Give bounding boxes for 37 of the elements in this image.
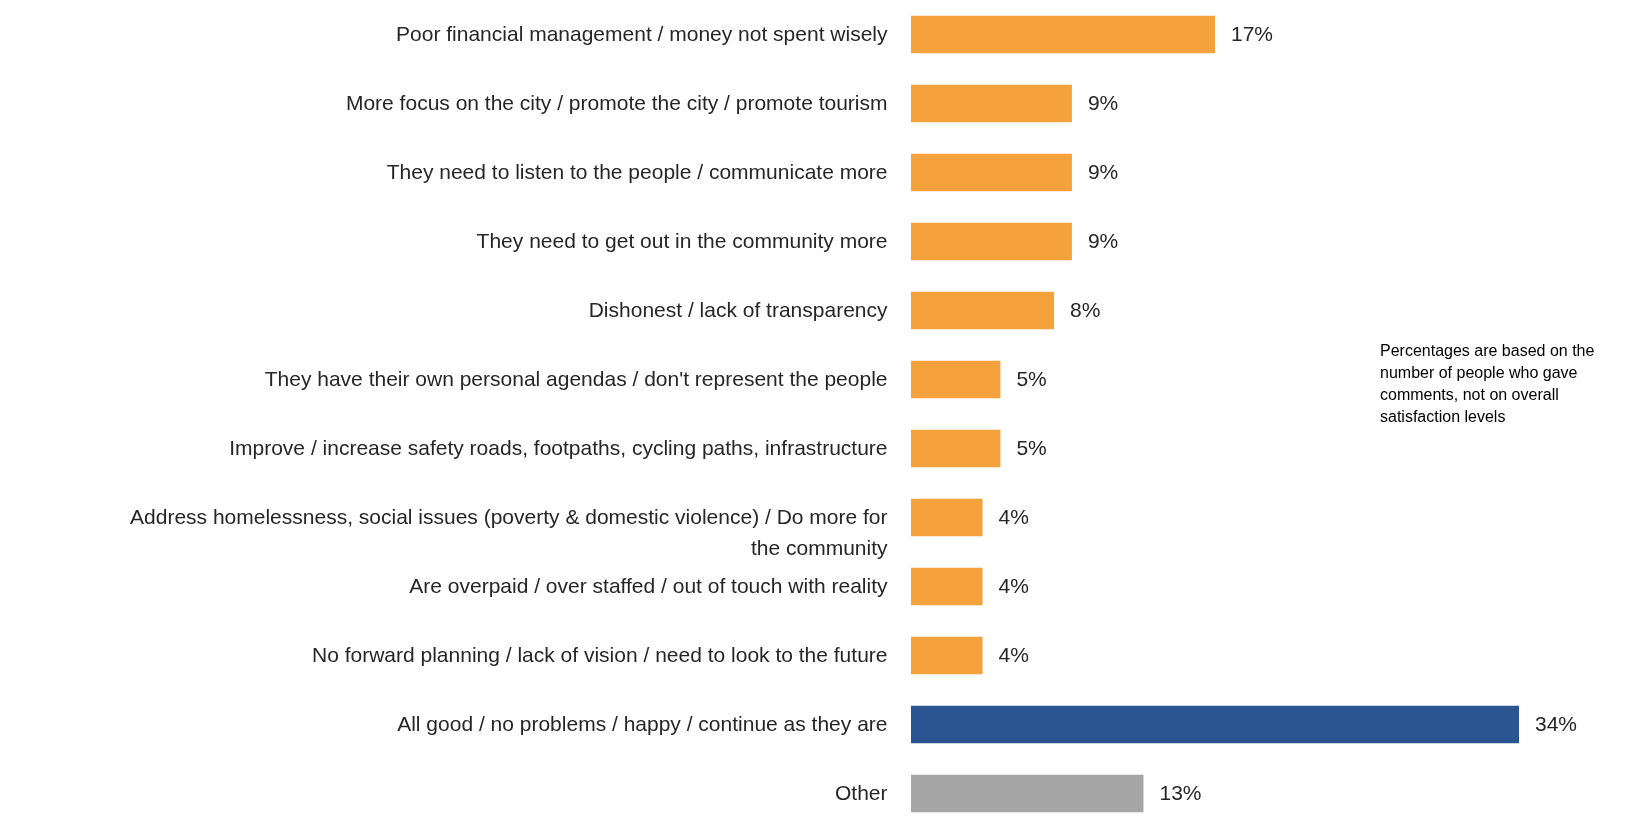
bar [911, 636, 983, 675]
bar [911, 360, 1001, 399]
data-label: 9% [1087, 90, 1119, 114]
y-tick-label: They need to get out in the community more [476, 228, 888, 252]
data-label: 8% [1070, 297, 1101, 321]
data-label: 13% [1159, 780, 1202, 804]
annotation: Percentages are based on the number of people who gave comments, not on overall satisfaction levels [1380, 342, 1595, 425]
y-tick-label: Address homelessness, social issues (poverty & domestic violence) / Do more for the community [130, 504, 888, 559]
data-label: 4% [998, 504, 1029, 528]
data-label: 4% [998, 573, 1029, 597]
y-tick-label: Other [834, 780, 888, 804]
data-label: 34% [1535, 711, 1578, 735]
bar [911, 567, 983, 606]
data-label: 4% [998, 642, 1029, 666]
bar [911, 774, 1144, 813]
bar [911, 429, 1001, 468]
data-label: 9% [1087, 159, 1119, 183]
bar [911, 153, 1072, 192]
y-tick-label: All good / no problems / happy / continue as they are [397, 711, 888, 735]
data-label: 5% [1016, 435, 1047, 459]
bar [911, 84, 1072, 123]
bar [911, 498, 983, 537]
bar [911, 222, 1072, 261]
data-label: 5% [1016, 366, 1047, 390]
y-tick-label: More focus on the city / promote the city / promote tourism [345, 90, 888, 114]
y-tick-label: No forward planning / lack of vision / need to look to the future [311, 642, 888, 666]
y-tick-label: They have their own personal agendas / don't represent the people [264, 366, 888, 390]
bar [911, 705, 1519, 744]
y-tick-label: Dishonest / lack of transparency [588, 297, 888, 321]
bar [911, 291, 1055, 330]
y-tick-label: Poor financial management / money not spent wisely [396, 21, 888, 45]
data-label: 17% [1231, 21, 1274, 45]
bar [911, 15, 1215, 54]
y-tick-label: Improve / increase safety roads, footpaths, cycling paths, infrastructure [229, 435, 888, 459]
y-tick-label: Are overpaid / over staffed / out of touch with reality [409, 573, 888, 597]
y-tick-label: They need to listen to the people / communicate more [386, 159, 888, 183]
data-label: 9% [1087, 228, 1119, 252]
